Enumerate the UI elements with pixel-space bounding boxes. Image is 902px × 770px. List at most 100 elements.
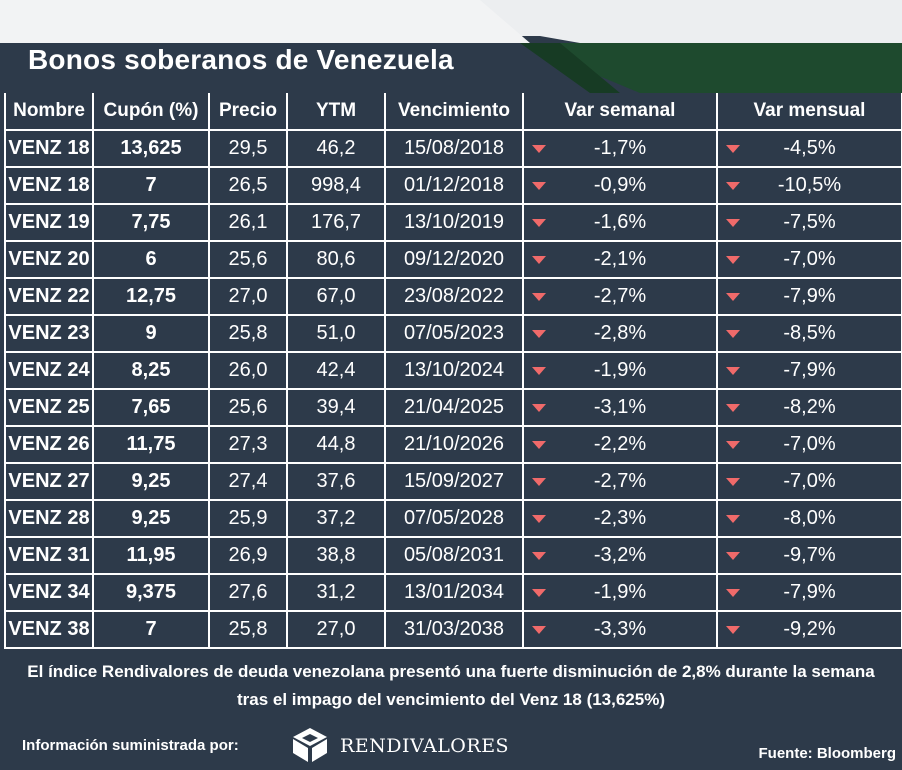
coupon-cell: 9: [92, 314, 210, 353]
maturity-cell: 31/03/2038: [384, 610, 524, 649]
source-label: Fuente: Bloomberg: [758, 745, 897, 762]
bond-name-cell: VENZ 26: [4, 425, 94, 464]
col-header-var-semanal: Var semanal: [522, 93, 718, 131]
monthly-var-cell-value: -10,5%: [777, 174, 842, 196]
price-cell: 26,1: [208, 203, 288, 242]
col-header-precio: Precio: [208, 93, 288, 131]
monthly-var-cell-value: -4,5%: [783, 137, 836, 159]
triangle-down-icon: [726, 478, 740, 486]
bond-name-cell: VENZ 24: [4, 351, 94, 390]
maturity-cell: 01/12/2018: [384, 166, 524, 205]
weekly-var-cell-value: -3,2%: [593, 544, 647, 566]
ytm-cell: 42,4: [286, 351, 386, 390]
table-row: VENZ 20 6 25,6 80,6 09/12/2020 -2,1% -7,0%: [4, 240, 902, 279]
weekly-var-cell: -2,8%: [522, 314, 718, 353]
triangle-down-icon: [532, 367, 546, 375]
ytm-cell: 44,8: [286, 425, 386, 464]
table-row: VENZ 18 7 26,5 998,4 01/12/2018 -0,9% -10,5%: [4, 166, 902, 205]
maturity-cell: 21/04/2025: [384, 388, 524, 427]
table-row: VENZ 22 12,75 27,0 67,0 23/08/2022 -2,7% -7,9%: [4, 277, 902, 316]
coupon-cell: 9,25: [92, 462, 210, 501]
weekly-var-cell-value: -0,9%: [593, 174, 647, 196]
monthly-var-cell: -7,9%: [716, 277, 902, 316]
table-row: VENZ 23 9 25,8 51,0 07/05/2023 -2,8% -8,5%: [4, 314, 902, 353]
monthly-var-cell-value: -7,9%: [783, 359, 836, 381]
page-title: Bonos soberanos de Venezuela: [28, 44, 454, 75]
triangle-down-icon: [532, 552, 546, 560]
triangle-down-icon: [532, 404, 546, 412]
triangle-down-icon: [532, 626, 546, 634]
weekly-var-cell: -3,1%: [522, 388, 718, 427]
coupon-cell: 11,95: [92, 536, 210, 575]
price-cell: 26,9: [208, 536, 288, 575]
table-row: VENZ 25 7,65 25,6 39,4 21/04/2025 -3,1% -8,2%: [4, 388, 902, 427]
weekly-var-cell-value: -2,1%: [593, 248, 647, 270]
weekly-var-cell: -2,1%: [522, 240, 718, 279]
coupon-cell: 9,375: [92, 573, 210, 612]
summary-note: El índice Rendivalores de deuda venezola…: [27, 662, 875, 709]
monthly-var-cell: -7,9%: [716, 573, 902, 612]
weekly-var-cell: -1,7%: [522, 129, 718, 168]
maturity-cell: 07/05/2023: [384, 314, 524, 353]
bond-name-cell: VENZ 19: [4, 203, 94, 242]
weekly-var-cell-value: -1,7%: [593, 137, 647, 159]
monthly-var-cell-value: -8,5%: [783, 322, 836, 344]
weekly-var-cell-value: -2,2%: [593, 433, 647, 455]
weekly-var-cell: -1,9%: [522, 573, 718, 612]
triangle-down-icon: [726, 256, 740, 264]
monthly-var-cell-value: -7,9%: [783, 285, 836, 307]
coupon-cell: 13,625: [92, 129, 210, 168]
ytm-cell: 176,7: [286, 203, 386, 242]
monthly-var-cell-value: -9,2%: [783, 618, 836, 640]
price-cell: 27,3: [208, 425, 288, 464]
bond-name-cell: VENZ 31: [4, 536, 94, 575]
bond-name-cell: VENZ 27: [4, 462, 94, 501]
coupon-cell: 9,25: [92, 499, 210, 538]
maturity-cell: 13/10/2019: [384, 203, 524, 242]
coupon-cell: 6: [92, 240, 210, 279]
price-cell: 25,6: [208, 240, 288, 279]
weekly-var-cell: -2,3%: [522, 499, 718, 538]
monthly-var-cell: -8,2%: [716, 388, 902, 427]
price-cell: 27,6: [208, 573, 288, 612]
col-header-ytm: YTM: [286, 93, 386, 131]
ytm-cell: 998,4: [286, 166, 386, 205]
triangle-down-icon: [726, 441, 740, 449]
triangle-down-icon: [532, 589, 546, 597]
maturity-cell: 07/05/2028: [384, 499, 524, 538]
coupon-cell: 7: [92, 610, 210, 649]
weekly-var-cell: -2,7%: [522, 277, 718, 316]
monthly-var-cell: -8,5%: [716, 314, 902, 353]
table-row: VENZ 18 13,625 29,5 46,2 15/08/2018 -1,7% -4,5…: [4, 129, 902, 168]
rendivalores-logo: RENDIVALORES: [290, 726, 509, 764]
monthly-var-cell-value: -7,9%: [783, 581, 836, 603]
weekly-var-cell: -1,9%: [522, 351, 718, 390]
weekly-var-cell: -3,2%: [522, 536, 718, 575]
triangle-down-icon: [726, 589, 740, 597]
table-row: VENZ 24 8,25 26,0 42,4 13/10/2024 -1,9% -7,9%: [4, 351, 902, 390]
monthly-var-cell-value: -7,0%: [783, 470, 836, 492]
weekly-var-cell: -1,6%: [522, 203, 718, 242]
coupon-cell: 7,65: [92, 388, 210, 427]
price-cell: 29,5: [208, 129, 288, 168]
ytm-cell: 39,4: [286, 388, 386, 427]
price-cell: 26,0: [208, 351, 288, 390]
col-header-vencimiento: Vencimiento: [384, 93, 524, 131]
monthly-var-cell: -7,5%: [716, 203, 902, 242]
triangle-down-icon: [532, 219, 546, 227]
triangle-down-icon: [726, 330, 740, 338]
bond-name-cell: VENZ 23: [4, 314, 94, 353]
triangle-down-icon: [726, 145, 740, 153]
bond-name-cell: VENZ 18: [4, 166, 94, 205]
bond-name-cell: VENZ 25: [4, 388, 94, 427]
monthly-var-cell: -8,0%: [716, 499, 902, 538]
triangle-down-icon: [726, 219, 740, 227]
monthly-var-cell: -7,0%: [716, 425, 902, 464]
bond-name-cell: VENZ 22: [4, 277, 94, 316]
bond-name-cell: VENZ 18: [4, 129, 94, 168]
monthly-var-cell: -9,7%: [716, 536, 902, 575]
weekly-var-cell: -2,7%: [522, 462, 718, 501]
triangle-down-icon: [726, 626, 740, 634]
bond-name-cell: VENZ 20: [4, 240, 94, 279]
coupon-cell: 7,75: [92, 203, 210, 242]
